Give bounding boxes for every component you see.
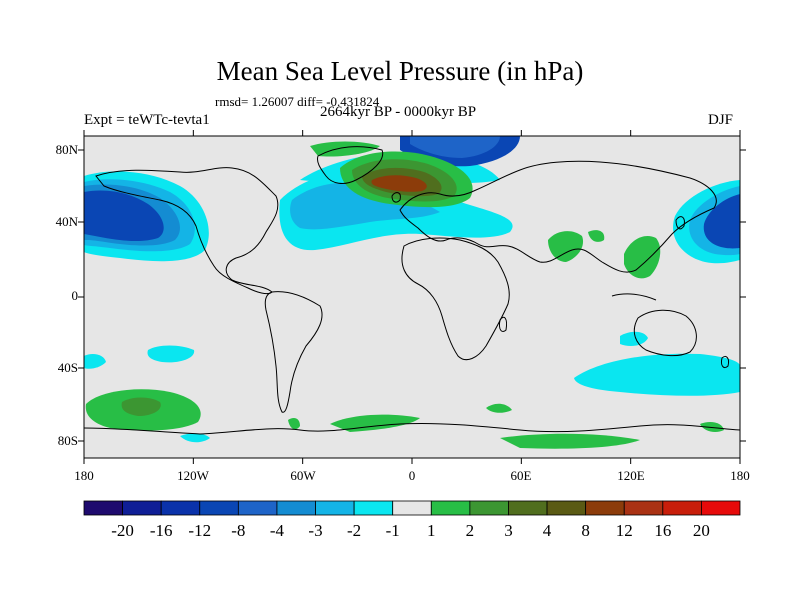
lon-label-180w: 180 [74,468,94,483]
rmsd-diff-stats: rmsd= 1.26007 diff= -0.431824 [215,94,380,109]
lat-label-40n: 40N [55,214,78,229]
coastline-greenland [317,146,384,184]
lon-label-120w: 120W [177,468,209,483]
colorbar-swatch [315,500,355,516]
contour-sindian-cyan [574,353,740,396]
colorbar-swatch [199,500,239,516]
contour-satlantic-cyan [147,345,195,363]
lon-label-0: 0 [408,468,416,483]
colorbar-swatch [469,500,509,516]
colorbar-swatch [623,500,664,516]
contour-arctic-top-blue [410,136,500,158]
colorbar-label: -3 [308,521,323,540]
colorbar-swatch [662,500,702,516]
colorbar-swatch [160,500,201,516]
contour-eastasia-green [624,235,661,279]
lat-label-80n: 80N [55,142,78,157]
contour-india-green [548,231,584,262]
coastlines [84,146,740,435]
coastline-new-zealand [721,355,729,369]
coastline-madagascar [499,316,507,333]
contour-greenland-core [371,175,427,192]
contour-antarctic-green-2 [500,433,640,449]
colorbar-label: 1 [427,521,436,540]
map-title: Mean Sea Level Pressure (in hPa) [216,56,584,86]
colorbar-swatch [353,500,394,516]
colorbar-swatch [430,500,471,516]
colorbar-swatch [392,500,432,516]
contour-fills [84,136,740,449]
coastline-australia [633,309,697,357]
coastline-north-america [95,167,279,295]
colorbar-label: 12 [615,521,633,540]
colorbar [83,500,741,516]
lon-label-60w: 60W [290,468,316,483]
colorbar-swatch [585,500,625,516]
colorbar-label: -16 [149,521,173,540]
colorbar-swatch [122,500,162,516]
contour-antarctic-green-5 [288,418,300,430]
coastline-europe [399,160,717,273]
colorbar-swatch [701,500,741,516]
contour-arctic-strip-green [310,141,380,157]
colorbar-label: 4 [542,521,552,540]
coastline-africa [401,237,510,361]
colorbar-label: 16 [654,521,672,540]
contour-npacific-west-blue [84,190,164,242]
contour-australia-cyan [620,331,648,346]
contour-antarctic-green-1 [330,414,420,432]
colorbar-label: -20 [111,521,134,540]
coastline-south-america [264,291,323,413]
colorbar-label: 20 [692,521,710,540]
colorbar-swatch [546,500,587,516]
lon-label-120e: 120E [617,468,645,483]
contour-spacific-darkgreen [121,397,161,416]
colorbar-label: -1 [385,521,400,540]
contour-arabia-green [588,230,605,242]
time-period: 2664kyr BP - 0000kyr BP [320,104,477,120]
lat-label-80s: 80S [57,433,78,448]
lon-label-60e: 60E [510,468,532,483]
experiment-label: Expt = teWTc-tevta1 [84,112,210,128]
contour-spacific-cyan [84,354,106,369]
colorbar-swatch [276,500,316,516]
colorbar-swatch [508,500,548,516]
colorbar-swatch [83,500,123,516]
colorbar-label: -8 [231,521,246,540]
lat-label-40s: 40S [57,360,78,375]
contour-antarctic-green-3 [486,403,512,413]
colorbar-label: 2 [465,521,475,540]
contour-natlantic-lightblue [290,182,440,230]
coastline-japan [675,216,685,230]
colorbar-swatch [237,500,278,516]
contour-antarctic-cyan [180,433,210,443]
colorbar-label: -2 [347,521,362,540]
colorbar-label: 8 [581,521,590,540]
season-label: DJF [708,112,734,128]
axis-ticks [78,130,746,464]
lat-label-0: 0 [71,288,79,303]
colorbar-label: -4 [269,521,285,540]
coastline-british-isles [391,192,401,203]
lon-label-180e: 180 [730,468,750,483]
coastline-indonesia [611,293,657,301]
colorbar-label: -12 [188,521,212,540]
contour-npacific-east-darkblue [703,194,740,249]
colorbar-label: 3 [504,521,513,540]
coastline-antarctica [84,422,740,435]
